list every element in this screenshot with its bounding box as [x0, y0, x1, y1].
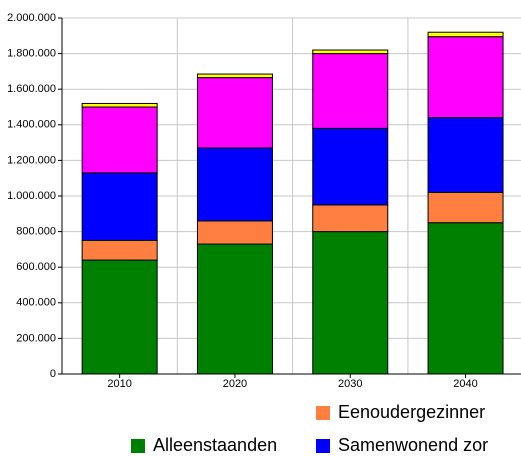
bar-segment	[312, 49, 389, 55]
y-tick-label: 800.000	[16, 226, 56, 238]
bar-segment	[427, 222, 504, 375]
x-tick-label: 2030	[338, 378, 362, 390]
bar-segment	[427, 36, 504, 119]
legend-label: Eenoudergezinner	[338, 402, 485, 422]
bar-segment	[196, 220, 273, 245]
bar-segment	[81, 102, 158, 108]
y-tick-label: 600.000	[16, 261, 56, 273]
bar-segment	[81, 172, 158, 241]
bar-segment	[196, 243, 273, 375]
y-tick-label: 1.200.000	[7, 154, 56, 166]
y-tick-label: 400.000	[16, 297, 56, 309]
y-tick-label: 1.800.000	[7, 48, 56, 60]
legend-label: Alleenstaanden	[153, 435, 277, 455]
y-tick-label: 2.000.000	[7, 12, 56, 24]
y-tick-label: 1.400.000	[7, 119, 56, 131]
bar-segment	[196, 77, 273, 149]
y-tick-label: 1.600.000	[7, 83, 56, 95]
y-tick-label: 1.000.000	[7, 190, 56, 202]
bar-segment	[81, 106, 158, 174]
x-tick-label: 2010	[107, 378, 131, 390]
bar-segment	[427, 191, 504, 224]
x-tick-label: 2020	[223, 378, 247, 390]
bar-segment	[196, 73, 273, 79]
bar-segment	[312, 204, 389, 233]
bar-segment	[427, 31, 504, 38]
legend-swatch	[131, 439, 145, 453]
y-tick-label: 200.000	[16, 332, 56, 344]
bar-segment	[81, 259, 158, 375]
y-tick-label: 0	[50, 368, 56, 380]
legend-label: Samenwonend zor	[338, 435, 488, 455]
bar-segment	[312, 53, 389, 129]
bar-segment	[427, 117, 504, 193]
bar-segment	[196, 147, 273, 222]
bar-segment	[312, 231, 389, 375]
bar-segment	[312, 127, 389, 206]
x-tick-label: 2040	[453, 378, 477, 390]
legend-swatch	[316, 406, 330, 420]
legend-swatch	[316, 439, 330, 453]
bar-segment	[81, 240, 158, 261]
